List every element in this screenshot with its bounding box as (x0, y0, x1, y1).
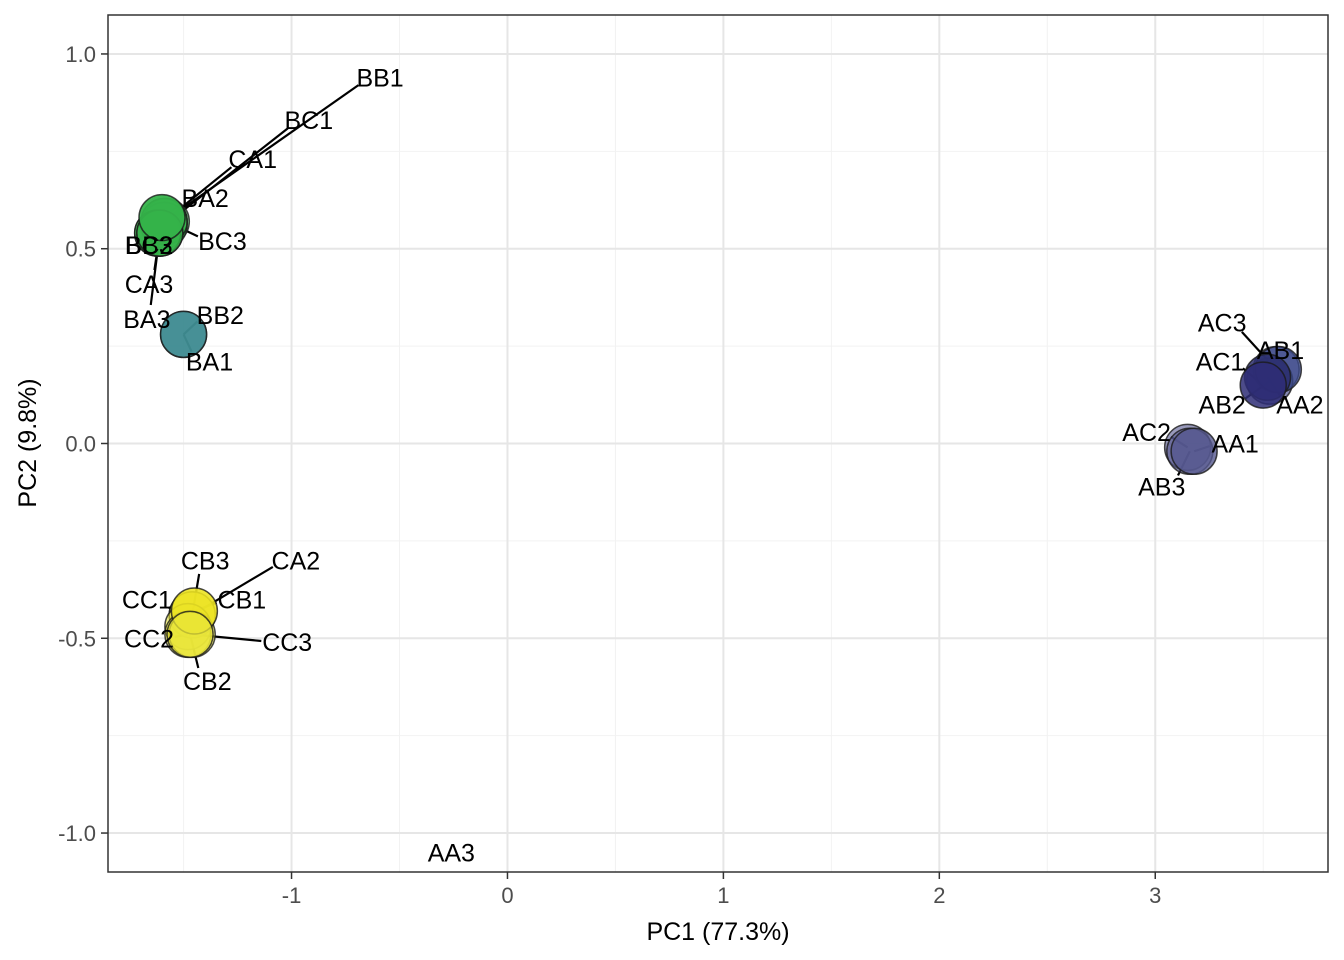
x-axis-ticks: -1 0 1 2 3 (282, 872, 1161, 908)
point-label: AC3 (1198, 310, 1247, 338)
y-tick-label: -1.0 (58, 821, 96, 846)
point-label: CA1 (228, 146, 277, 174)
y-tick-label: -0.5 (58, 626, 96, 651)
data-point (1239, 361, 1287, 409)
point-label: BC1 (284, 107, 333, 135)
point-label: CC1 (122, 586, 172, 614)
major-gridlines (108, 15, 1328, 872)
point-label: BB2 (197, 302, 244, 330)
point-label: BA2 (182, 185, 229, 213)
point-label: CC3 (262, 629, 312, 657)
point-label: CA2 (272, 547, 321, 575)
point-label: AB1 (1257, 337, 1304, 365)
data-point (1170, 427, 1218, 476)
point-label: BA3 (123, 306, 170, 334)
y-tick-label: 0.5 (65, 237, 96, 262)
point-label: CB3 (181, 547, 230, 575)
point-label: BB3 (125, 232, 172, 260)
data-point (159, 310, 208, 359)
point-label: BB1 (356, 64, 403, 92)
point-label: AA3 (428, 840, 475, 868)
y-tick-label: 1.0 (65, 42, 96, 67)
point-label: AA2 (1276, 392, 1323, 420)
y-axis-title: PC2 (9.8%) (14, 378, 42, 507)
x-tick-label: 1 (717, 883, 729, 908)
point-label: CB2 (183, 668, 232, 696)
point-label: BC3 (198, 228, 247, 256)
point-label: BC2 (125, 232, 174, 260)
point-label: CC2 (124, 625, 174, 653)
point-label: AC2 (1122, 419, 1171, 447)
point-label: AC1 (1196, 349, 1245, 377)
data-point (138, 193, 186, 242)
point-label: CB1 (218, 586, 267, 614)
x-tick-label: 2 (933, 883, 945, 908)
x-axis-title: PC1 (77.3%) (646, 918, 789, 946)
point-label: CA3 (125, 271, 174, 299)
x-tick-label: 0 (501, 883, 513, 908)
y-tick-label: 0.0 (65, 432, 96, 457)
x-tick-label: 3 (1149, 883, 1161, 908)
data-points (133, 193, 1303, 659)
point-labels: AB1AA2AC1AC3AB2AA1AC2AB3AA3BA2BC3BB1BC1C… (122, 64, 1324, 867)
x-tick-label: -1 (282, 883, 302, 908)
data-point (166, 610, 214, 659)
point-label: AA1 (1212, 431, 1259, 459)
point-label: AB2 (1199, 392, 1246, 420)
y-axis-ticks: -1.0 -0.5 0.0 0.5 1.0 (58, 42, 108, 846)
point-label: BA1 (186, 349, 233, 377)
point-label: AB3 (1138, 473, 1185, 501)
